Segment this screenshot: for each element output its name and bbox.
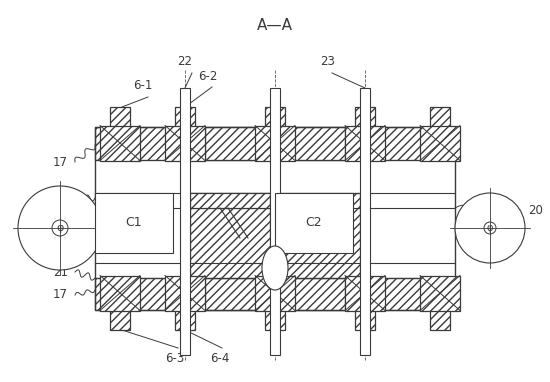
Bar xyxy=(355,310,375,330)
Bar xyxy=(345,275,385,311)
Bar xyxy=(275,193,353,253)
Bar xyxy=(355,107,375,127)
Circle shape xyxy=(484,222,496,234)
Bar xyxy=(100,126,140,160)
Text: A—A: A—A xyxy=(257,18,293,33)
Bar xyxy=(190,193,270,208)
Ellipse shape xyxy=(262,246,288,290)
Bar xyxy=(205,278,345,310)
Bar xyxy=(265,107,285,127)
Bar xyxy=(430,107,450,127)
Bar xyxy=(205,127,345,160)
Bar xyxy=(175,310,195,330)
Bar xyxy=(190,193,270,278)
Text: 6-1: 6-1 xyxy=(133,79,153,92)
Text: φ: φ xyxy=(487,223,493,233)
Text: 17: 17 xyxy=(53,155,68,168)
Bar xyxy=(95,278,455,310)
Text: 21: 21 xyxy=(53,265,68,278)
Bar xyxy=(175,107,195,127)
Bar xyxy=(165,126,205,160)
Text: 18: 18 xyxy=(53,191,68,204)
Bar xyxy=(270,88,280,355)
Bar xyxy=(95,127,455,160)
Circle shape xyxy=(18,186,102,270)
Text: 17: 17 xyxy=(53,288,68,301)
Text: 23: 23 xyxy=(321,55,336,68)
Text: 19: 19 xyxy=(53,223,68,236)
Bar xyxy=(430,310,450,330)
Bar xyxy=(255,126,295,160)
Text: 6-4: 6-4 xyxy=(210,352,230,365)
Text: 6-2: 6-2 xyxy=(199,70,218,83)
Text: C1: C1 xyxy=(126,217,142,230)
Circle shape xyxy=(455,193,525,263)
Bar xyxy=(420,126,460,160)
Bar xyxy=(360,88,370,355)
Bar xyxy=(280,193,360,278)
Bar xyxy=(100,275,140,311)
Bar xyxy=(165,275,205,311)
Bar xyxy=(265,310,285,330)
Bar xyxy=(255,275,295,311)
Text: C2: C2 xyxy=(306,217,322,230)
Text: φ: φ xyxy=(56,223,64,233)
Circle shape xyxy=(52,220,68,236)
Text: 6-3: 6-3 xyxy=(166,352,185,365)
Bar xyxy=(95,127,455,310)
Bar xyxy=(180,88,190,355)
Bar xyxy=(345,126,385,160)
Text: 22: 22 xyxy=(178,55,192,68)
Bar xyxy=(420,275,460,311)
Text: 20: 20 xyxy=(528,204,543,217)
Bar xyxy=(95,193,173,253)
Bar xyxy=(110,107,130,127)
Bar xyxy=(110,310,130,330)
